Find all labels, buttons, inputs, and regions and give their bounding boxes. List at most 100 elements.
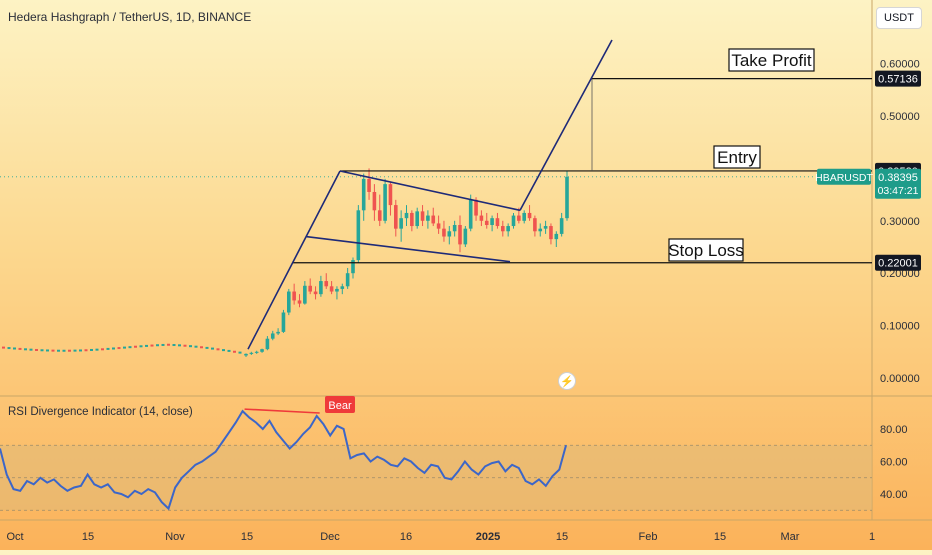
candle [506,226,510,232]
candle [254,351,259,353]
lightning-icon[interactable]: ⚡ [558,372,576,390]
breakout-line [519,39,613,211]
flag-upper-line [339,170,521,212]
candle [222,349,225,352]
candle [474,199,478,216]
time-tick-label: Oct [6,531,23,543]
symbol-badge-label: HBARUSDT [815,172,873,184]
countdown-label: 03:47:21 [878,185,919,197]
current-price-badge [875,168,921,199]
candle [410,212,414,227]
candle [329,286,334,292]
candle [227,349,231,352]
candle [351,260,355,274]
candle [383,184,387,221]
candle [554,233,559,240]
candle [139,345,143,348]
candle [2,346,5,349]
candle [292,291,296,301]
candle [501,226,505,232]
bear-tag [325,396,355,413]
candle [276,331,280,334]
price-level-badge-label: 0.22001 [878,258,918,270]
candle [543,226,548,229]
candle [265,338,270,350]
time-tick-label: 15 [556,531,568,543]
candle [128,346,132,349]
candle [297,300,302,304]
rsi-tick-label: 80.00 [880,424,908,436]
candle [84,349,88,352]
candle [35,348,38,351]
candle [420,211,425,221]
candle [249,352,254,354]
candle [145,344,148,347]
rsi-tick-label: 60.00 [880,457,908,469]
candle [442,228,446,237]
candle [345,273,350,287]
candle [484,220,489,225]
candle [57,349,60,352]
candle [479,215,484,221]
candle [511,215,516,227]
current-price-label: 0.38395 [878,172,918,184]
candle [458,224,462,245]
candle [388,184,393,206]
candle [51,349,55,352]
stop-loss-label: Stop Loss [668,241,744,260]
candle [426,215,430,221]
candle [189,345,192,348]
entry-label: Entry [717,148,757,167]
candle [156,344,159,347]
candle [404,212,409,219]
candle [313,291,318,295]
candle [211,347,214,350]
price-tick-label: 0.20000 [880,268,920,280]
candle [308,285,312,292]
candle [490,218,494,225]
candle [112,347,115,350]
candle [367,178,371,192]
candle [244,353,248,356]
candle [134,345,137,348]
candle [238,351,242,354]
chart-title: Hedera Hashgraph / TetherUS, 1D, BINANCE [8,10,252,24]
stop-loss-label-box [668,238,744,262]
candle [538,228,543,232]
candle [216,348,220,351]
candle [565,176,569,219]
candle [13,347,16,350]
candle [361,178,366,211]
candle [106,347,110,350]
price-level-badge-label: 0.57136 [878,74,918,86]
entry-label-box [713,145,761,169]
rsi-indicator-title: RSI Divergence Indicator (14, close) [8,406,193,418]
candle [205,346,209,349]
candle [463,228,468,245]
currency-button[interactable]: USDT [876,7,922,29]
time-tick-label: 1 [869,531,875,543]
candle [415,211,419,227]
rsi-tick-label: 40.00 [880,489,908,501]
time-tick-label: 16 [400,531,412,543]
candle [319,281,323,295]
candle [29,348,33,351]
candle [123,346,126,349]
price-tick-label: 0.00000 [880,373,920,385]
candle [95,348,99,351]
candle [324,281,329,287]
candle [340,286,345,289]
price-level-badge [875,70,921,87]
candle [73,349,77,352]
candle [178,344,181,347]
candle [517,215,521,221]
candle [281,312,286,332]
candle [452,224,457,232]
price-tick-label: 0.30000 [880,216,920,228]
rsi-band [0,445,872,511]
candle [522,212,526,221]
time-tick-label: 15 [241,531,253,543]
candle [533,218,537,232]
